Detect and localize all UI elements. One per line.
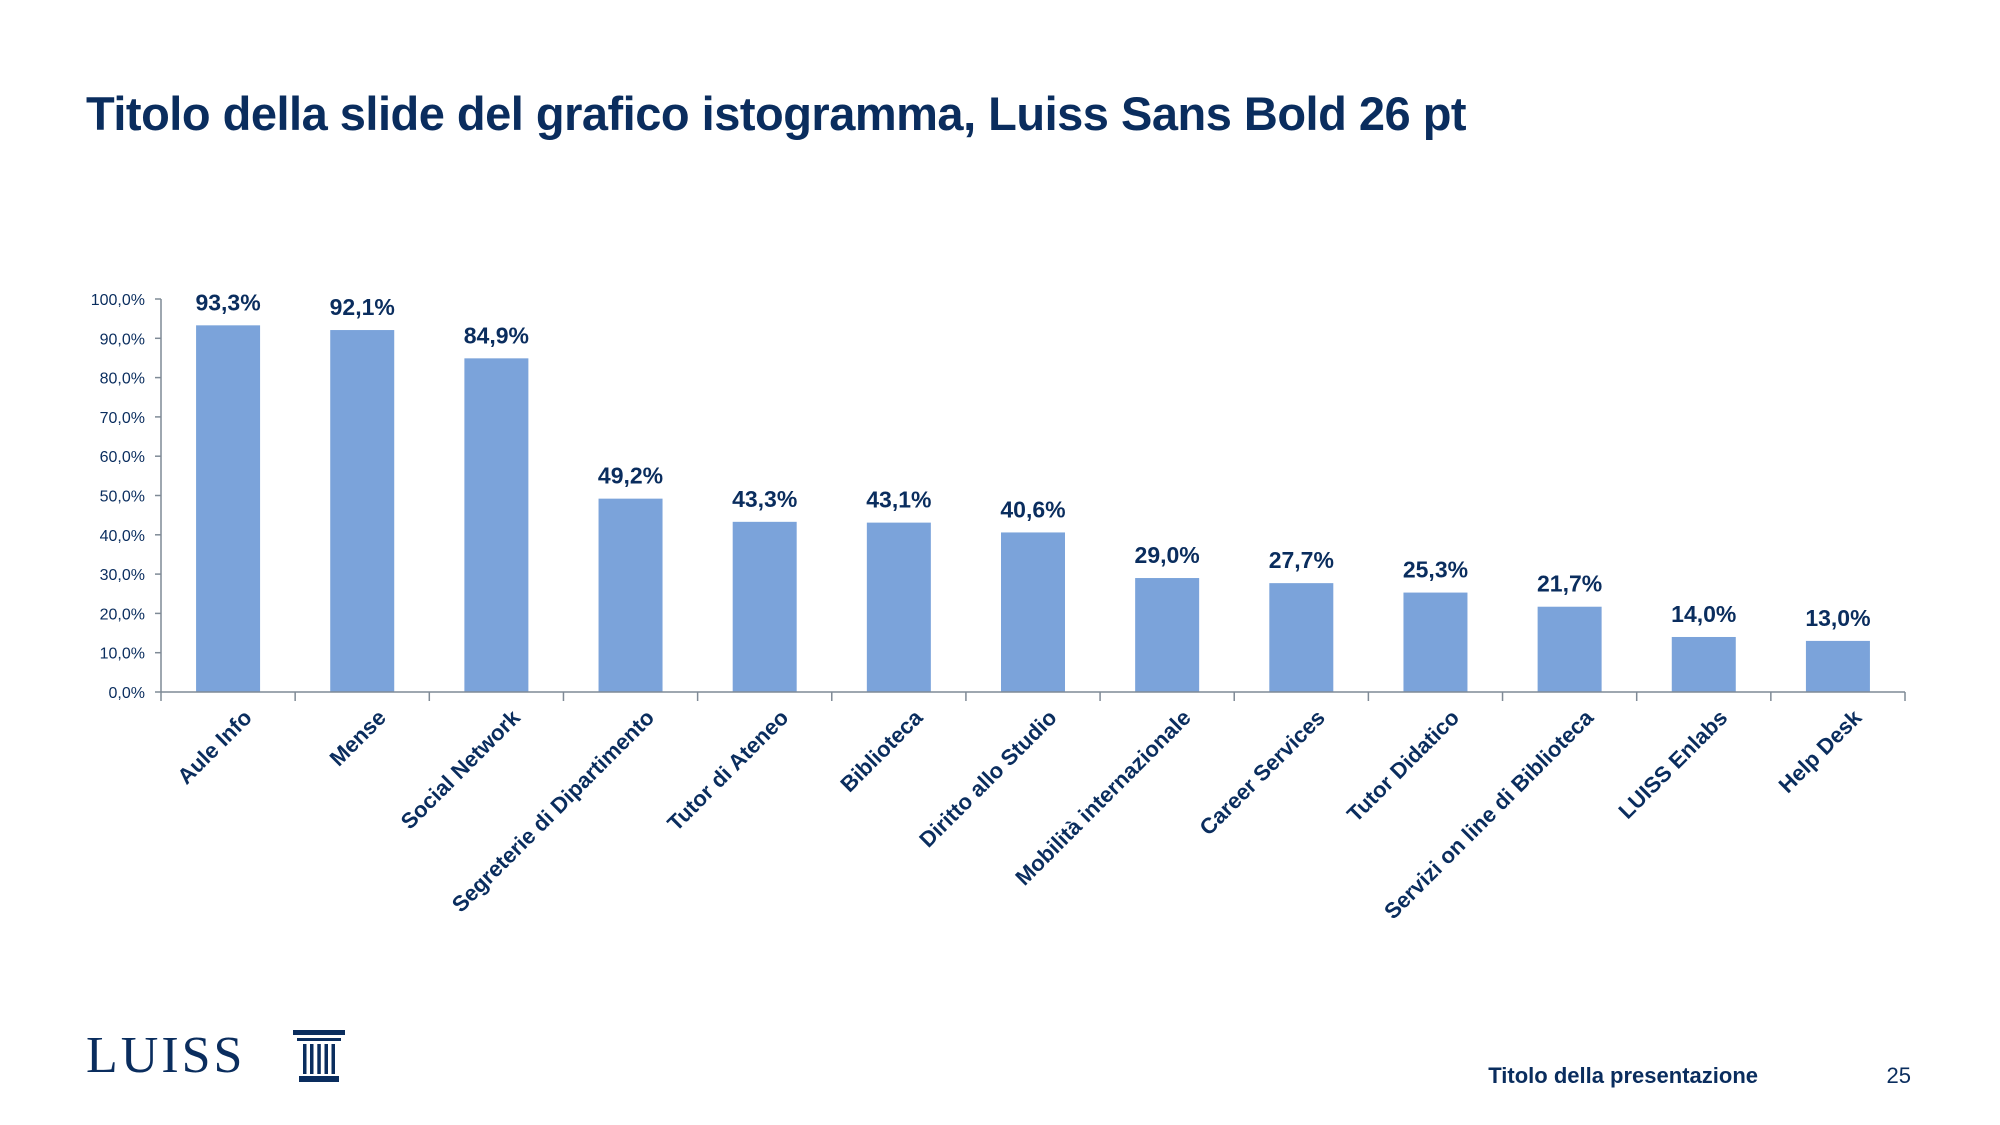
- bar: [1537, 606, 1602, 692]
- bar: [196, 325, 261, 692]
- data-label: 27,7%: [1269, 547, 1334, 573]
- bar: [1403, 592, 1468, 692]
- y-tick-label: 100,0%: [91, 292, 145, 309]
- bar: [1001, 532, 1065, 692]
- bar: [866, 522, 931, 692]
- data-label: 25,3%: [1403, 557, 1468, 583]
- category-label: Tutor di Ateneo: [662, 705, 793, 836]
- bar: [330, 330, 395, 692]
- category-label: Mense: [325, 705, 391, 771]
- chart-x-ticks: [160, 692, 1906, 701]
- bar: [464, 358, 529, 692]
- bar: [732, 521, 797, 692]
- data-label: 49,2%: [598, 463, 663, 489]
- bar: [1269, 583, 1334, 692]
- category-label: Aule Info: [172, 705, 256, 789]
- y-tick-label: 20,0%: [100, 606, 145, 623]
- y-tick-label: 70,0%: [100, 410, 145, 427]
- data-label: 84,9%: [464, 322, 529, 348]
- data-label: 14,0%: [1671, 601, 1736, 627]
- slide-title: Titolo della slide del grafico istogramm…: [86, 87, 1467, 140]
- data-label: 43,1%: [866, 487, 931, 513]
- chart-bars: [196, 325, 1870, 692]
- y-tick-label: 10,0%: [100, 646, 145, 663]
- category-label: Tutor Didatico: [1342, 705, 1464, 827]
- category-label: Social Network: [396, 704, 526, 834]
- data-label: 13,0%: [1805, 605, 1870, 631]
- chart-data-labels: 93,3% 92,1% 84,9% 49,2% 43,3% 43,1% 40,6% 29,0%…: [195, 289, 1870, 631]
- column-icon: [293, 1030, 346, 1082]
- data-label: 29,0%: [1135, 542, 1200, 568]
- y-tick-label: 0,0%: [109, 685, 145, 702]
- page-number: 25: [1886, 1063, 1911, 1088]
- category-label: Biblioteca: [835, 704, 928, 797]
- bar: [1805, 640, 1870, 692]
- chart-y-ticks: 0,0% 10,0% 20,0% 30,0% 40,0% 50,0% 60,0% 70,0% 8…: [91, 292, 161, 702]
- presentation-title: Titolo della presentazione: [1488, 1063, 1758, 1088]
- y-tick-label: 90,0%: [100, 331, 145, 348]
- category-label: LUISS Enlabs: [1613, 705, 1732, 824]
- y-tick-label: 50,0%: [100, 489, 145, 506]
- data-label: 21,7%: [1537, 571, 1602, 597]
- category-label: Diritto allo Studio: [914, 705, 1061, 852]
- bar: [1135, 578, 1200, 692]
- luiss-logo: LUISS: [86, 1027, 346, 1084]
- y-tick-label: 30,0%: [100, 567, 145, 584]
- logo-wordmark: LUISS: [86, 1027, 246, 1084]
- bar: [1671, 636, 1736, 692]
- category-label: Servizi on line di Biblioteca: [1379, 704, 1599, 924]
- data-label: 93,3%: [195, 289, 260, 315]
- data-label: 43,3%: [732, 486, 797, 512]
- data-label: 40,6%: [1000, 496, 1065, 522]
- bar: [598, 498, 663, 692]
- data-label: 92,1%: [330, 294, 395, 320]
- y-tick-label: 60,0%: [100, 449, 145, 466]
- category-label: Career Services: [1195, 705, 1330, 840]
- category-label: Help Desk: [1774, 704, 1867, 797]
- y-tick-label: 40,0%: [100, 528, 145, 545]
- y-tick-label: 80,0%: [100, 371, 145, 388]
